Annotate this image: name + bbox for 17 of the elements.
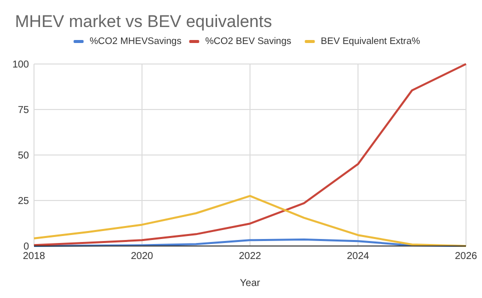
chart-title: MHEV market vs BEV equivalents xyxy=(15,12,272,31)
x-tick-label: 2026 xyxy=(454,251,478,262)
line-series xyxy=(33,194,467,247)
y-tick-label: 75 xyxy=(18,105,30,116)
legend-label: %CO2 MHEVSavings xyxy=(90,36,182,47)
line-series xyxy=(33,63,467,246)
y-tick-label: 0 xyxy=(23,242,30,252)
y-tick-label: 25 xyxy=(18,196,30,207)
x-tick-label: 2024 xyxy=(346,251,370,262)
x-tick-label: 2020 xyxy=(130,251,154,262)
x-tick-label: 2022 xyxy=(238,251,262,262)
y-tick-label: 50 xyxy=(18,150,30,162)
x-tick-label: 2018 xyxy=(22,251,46,262)
x-axis-title: Year xyxy=(240,278,261,289)
y-tick-label: 100 xyxy=(12,60,30,70)
legend-label: %CO2 BEV Savings xyxy=(205,36,292,47)
legend-label: BEV Equivalent Extra% xyxy=(320,36,421,47)
